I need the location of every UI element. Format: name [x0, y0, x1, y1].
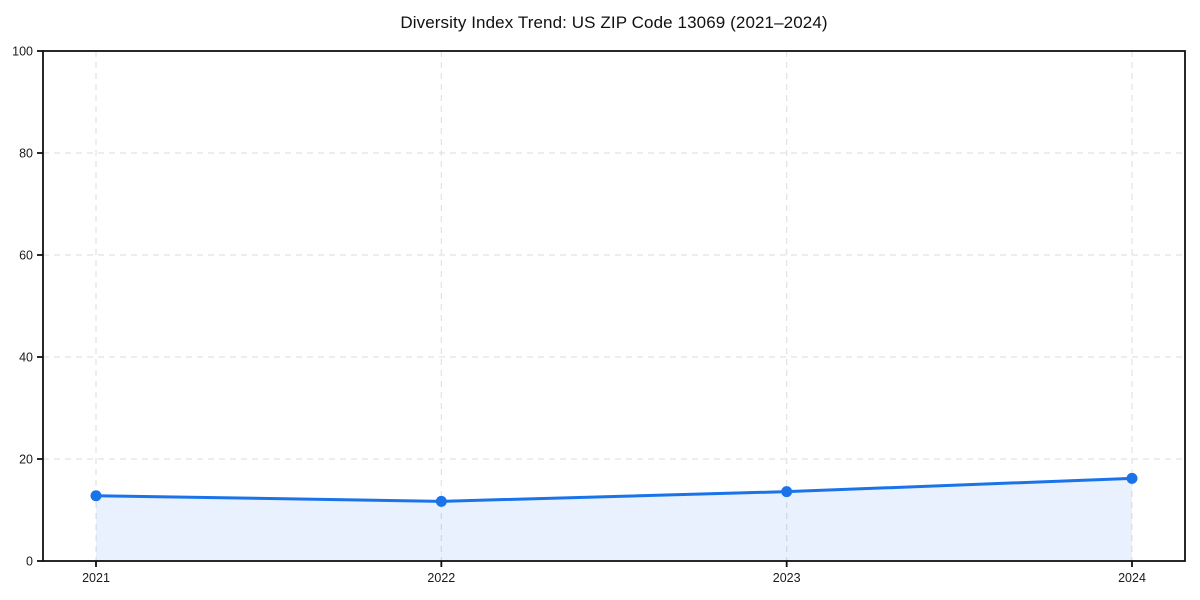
data-point-2022: [435, 495, 447, 507]
data-point-2023: [781, 486, 793, 498]
area-fill: [96, 478, 1132, 561]
y-tick-label: 80: [19, 147, 33, 161]
trend-line: [94, 476, 1134, 503]
chart-title: Diversity Index Trend: US ZIP Code 13069…: [400, 13, 828, 32]
x-tick-label: 2023: [773, 571, 801, 585]
data-point-2021: [90, 490, 102, 502]
y-tick-label: 60: [19, 249, 33, 263]
y-tick-label: 0: [26, 555, 33, 569]
plot-border: [42, 50, 1186, 562]
x-tick-label: 2024: [1118, 571, 1146, 585]
y-tick-label: 100: [12, 45, 33, 59]
y-tick-label: 40: [19, 351, 33, 365]
x-tick-label: 2021: [82, 571, 110, 585]
y-tick-label: 20: [19, 453, 33, 467]
data-point-2024: [1126, 472, 1138, 484]
x-tick-label: 2022: [427, 571, 455, 585]
